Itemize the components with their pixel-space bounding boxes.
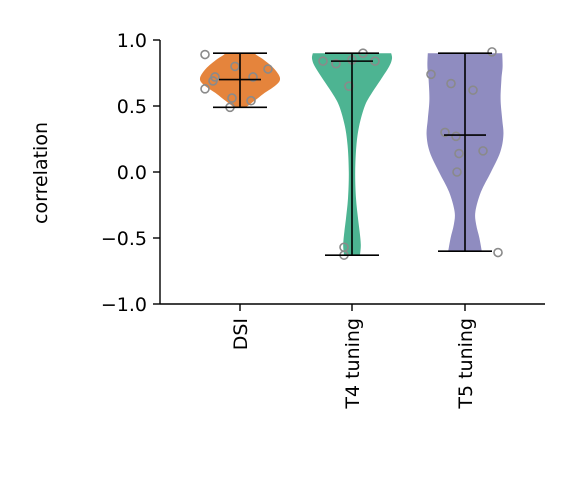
x-tick-label: T4 tuning xyxy=(342,318,364,410)
data-point xyxy=(263,64,273,74)
data-point xyxy=(487,47,497,57)
y-tick-label: 1.0 xyxy=(117,30,147,52)
data-point xyxy=(200,49,210,60)
y-tick-label: 0.5 xyxy=(117,96,147,118)
data-point xyxy=(440,127,450,138)
y-tick-label: −0.5 xyxy=(101,228,147,250)
data-point xyxy=(468,85,478,95)
x-tick-labels: DSI T4 tuning T5 tuning xyxy=(230,318,477,410)
data-point xyxy=(454,148,464,159)
y-axis-title: correlation xyxy=(30,122,52,224)
data-point xyxy=(230,61,240,72)
y-tick-label: 0.0 xyxy=(117,162,147,184)
data-point xyxy=(493,247,503,258)
y-tick-labels: 1.0 0.5 0.0 −0.5 −1.0 xyxy=(101,30,147,316)
y-tick-label: −1.0 xyxy=(101,294,147,316)
axes-layer xyxy=(153,39,545,311)
data-point xyxy=(210,72,220,82)
x-tick-label: T5 tuning xyxy=(455,318,477,410)
data-point xyxy=(248,72,258,82)
data-point xyxy=(344,81,354,91)
whiskers-layer xyxy=(213,52,492,256)
data-point xyxy=(331,58,341,69)
data-point xyxy=(246,95,256,106)
data-point xyxy=(200,84,210,94)
data-point xyxy=(318,56,328,66)
x-tick-label: DSI xyxy=(230,318,252,350)
data-point xyxy=(452,167,462,177)
data-point xyxy=(446,78,456,89)
data-point xyxy=(451,131,461,142)
data-point xyxy=(478,146,488,156)
data-point xyxy=(426,69,436,80)
data-point xyxy=(227,93,237,103)
